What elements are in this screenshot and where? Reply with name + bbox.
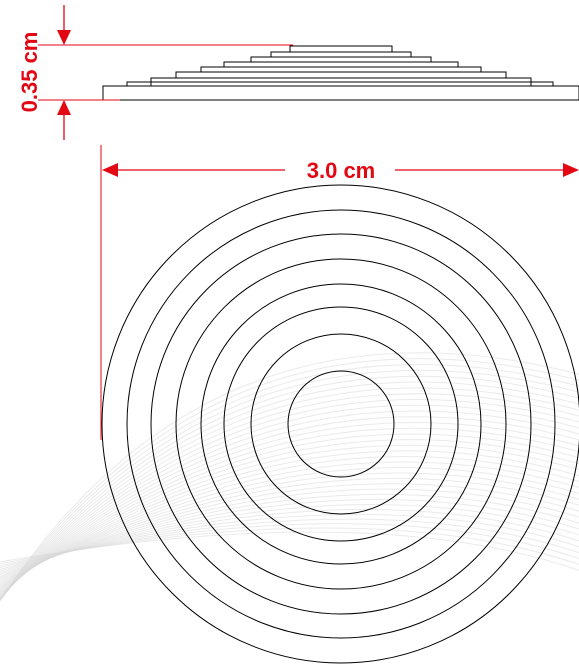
profile-step (126, 81, 554, 86)
width-arrowhead-left (102, 163, 118, 177)
watermark-arc (0, 387, 579, 601)
height-dimension: 0.35 cm (17, 5, 293, 140)
lens-ring (175, 258, 507, 590)
watermark-arc (0, 422, 579, 596)
width-label: 3.0 cm (307, 158, 376, 183)
lens-ring (150, 233, 532, 615)
watermark-arc (0, 364, 579, 602)
lens-side-profile (102, 45, 579, 101)
lens-ring (126, 209, 556, 639)
height-label: 0.35 cm (17, 32, 42, 113)
lens-ring (101, 184, 579, 664)
width-dimension: 3.0 cm (100, 145, 579, 440)
watermark-arc (0, 416, 579, 597)
height-arrowhead-top (57, 30, 71, 45)
lens-top-view-rings (101, 184, 579, 664)
profile-base-plate (102, 85, 579, 101)
watermark-arc (0, 352, 579, 602)
profile-step (223, 61, 459, 67)
lens-ring (250, 333, 432, 515)
width-arrowhead-right (563, 163, 579, 177)
lens-ring (287, 370, 395, 478)
profile-step (175, 71, 507, 78)
profile-step (200, 66, 482, 72)
watermark-arc (0, 375, 579, 602)
watermark-arc (0, 450, 579, 590)
height-arrowhead-bottom (57, 100, 71, 115)
watermark-arc (0, 531, 579, 571)
lens-ring (200, 283, 482, 565)
profile-step (250, 56, 432, 62)
lens-ring (223, 306, 459, 542)
profile-step (289, 45, 393, 52)
profile-step (270, 51, 412, 57)
background-swirl-watermark (0, 352, 579, 602)
